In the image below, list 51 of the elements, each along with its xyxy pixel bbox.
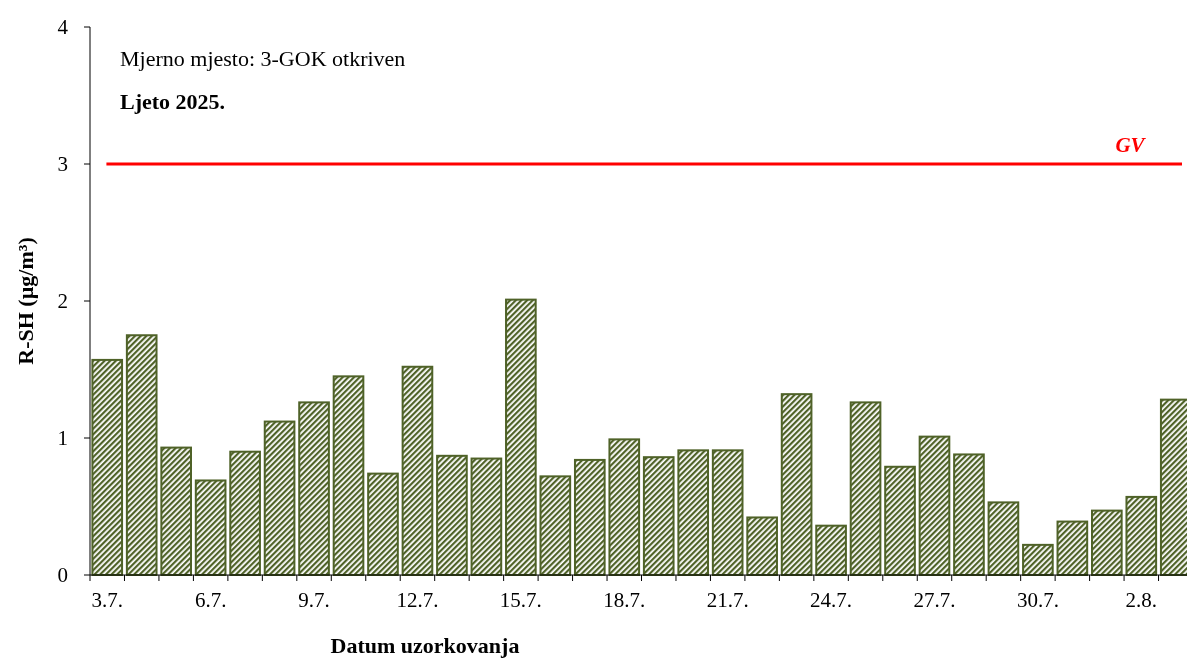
annotation: Ljeto 2025. [120, 89, 226, 114]
x-tick-label: 18.7. [603, 588, 646, 612]
bar [367, 472, 399, 576]
x-tick-label: 24.7. [810, 588, 853, 612]
bar [505, 298, 537, 576]
bar [815, 524, 847, 576]
annotation: Mjerno mjesto: 3-GOK otkriven [120, 46, 406, 71]
x-tick-label: 3.7. [91, 588, 123, 612]
x-tick-label: 21.7. [706, 588, 749, 612]
x-tick-label: 6.7. [194, 588, 227, 612]
y-tick-label: 2 [57, 289, 68, 314]
y-tick-label: 1 [57, 426, 68, 451]
bar [194, 479, 227, 576]
x-tick-label: 15.7. [499, 588, 542, 612]
bar [125, 334, 158, 576]
bar [1091, 509, 1123, 576]
bar [953, 453, 985, 576]
x-tick-label: 27.7. [913, 588, 956, 612]
bar [1056, 520, 1089, 576]
y-tick-label: 0 [57, 563, 68, 588]
ref-line-label: GV [1115, 133, 1147, 157]
bar [918, 435, 951, 576]
x-tick-label: 30.7. [1016, 588, 1059, 612]
x-axis-title: Datum uzorkovanja [330, 633, 520, 658]
bar [229, 450, 261, 576]
x-tick-label: 9.7. [298, 588, 330, 612]
y-tick-label: 3 [57, 152, 68, 177]
bar [470, 457, 503, 576]
bar [160, 446, 192, 576]
bar [298, 401, 330, 576]
bar [332, 375, 365, 576]
y-tick-label: 4 [57, 15, 69, 40]
x-tick-label: 12.7. [396, 588, 439, 612]
bar [1022, 543, 1054, 576]
bar [539, 475, 572, 576]
bar [987, 501, 1020, 576]
bar [573, 458, 606, 576]
bar [746, 516, 778, 576]
bar [780, 393, 813, 576]
bar [263, 420, 296, 576]
bar [436, 454, 468, 576]
y-axis-title: R-SH (µg/m³) [13, 237, 38, 365]
bar [608, 438, 641, 576]
bar [884, 465, 916, 576]
bar [677, 449, 710, 576]
bar [711, 449, 744, 576]
bar [642, 456, 675, 576]
bar [401, 365, 434, 576]
x-tick-label: 2.8. [1125, 588, 1158, 612]
bar [91, 358, 124, 576]
bar [849, 401, 882, 576]
